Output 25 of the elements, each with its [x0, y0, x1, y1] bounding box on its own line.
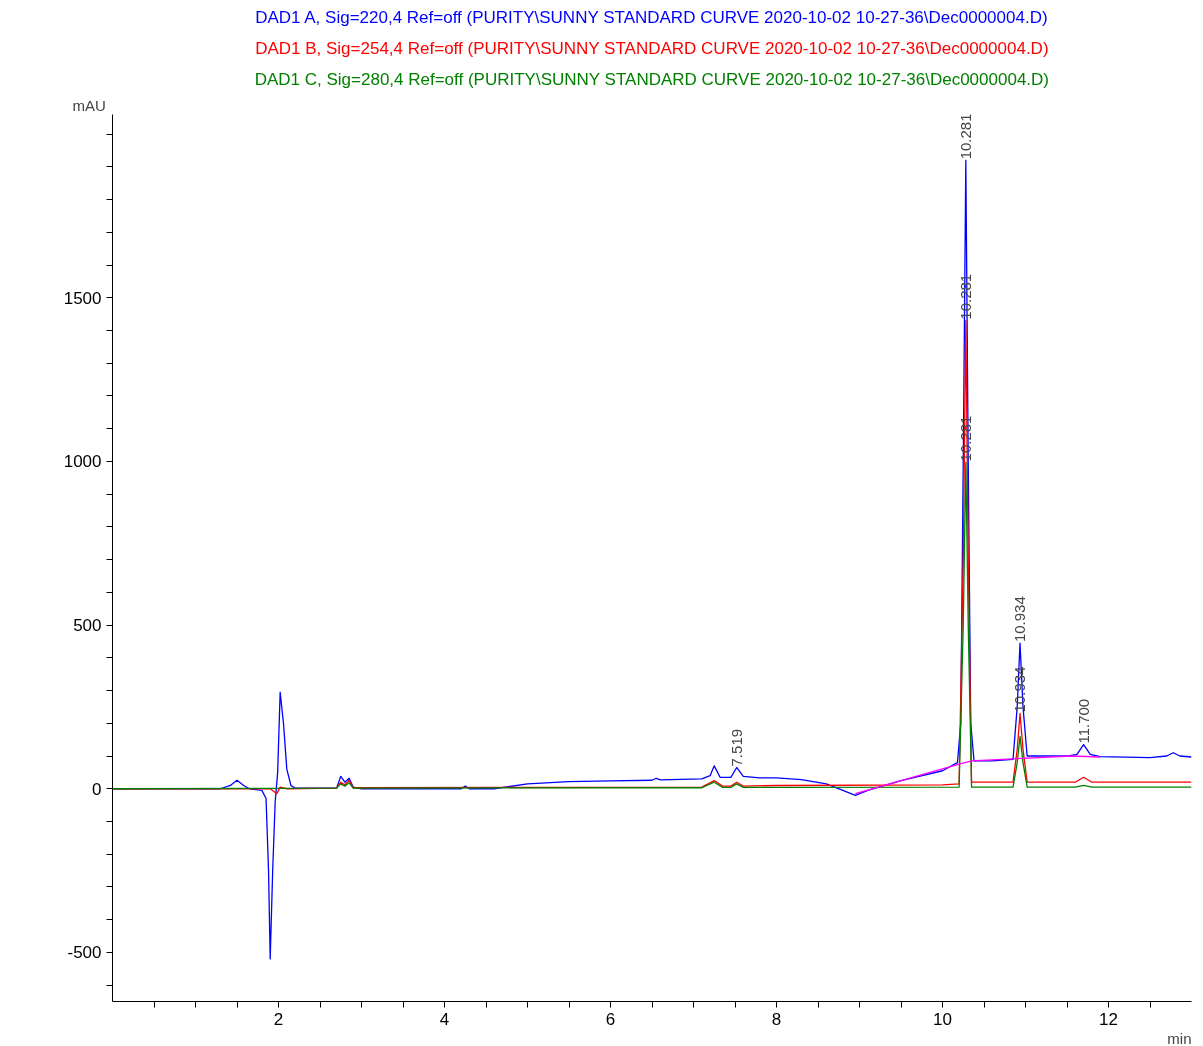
line-series: [112, 461, 1192, 790]
annotation: 10.934: [1011, 596, 1029, 643]
line-series: [854, 755, 1101, 795]
x-tick-label: 2: [273, 1009, 284, 1029]
x-tick-label: 10: [933, 1009, 952, 1029]
text: DAD1 B, Sig=254,4 Ref=off (PURITY\SUNNY STANDARD CURVE 2020-10-02 10-27-36\Dec0000004.D): [255, 38, 1049, 58]
text: DAD1 C, Sig=280,4 Ref=off (PURITY\SUNNY STANDARD CURVE 2020-10-02 10-27-36\Dec0000004.D): [254, 69, 1050, 89]
x-tick-label: 4: [439, 1009, 450, 1029]
x-tick-label: 12: [1099, 1009, 1118, 1029]
y-tick-label: 0: [92, 779, 102, 799]
annotation: 7.519: [727, 728, 745, 767]
y-axis-title: mAU: [72, 96, 106, 114]
x-tick-label: 6: [605, 1009, 616, 1029]
annotation: 11.700: [1074, 698, 1092, 744]
annotation: 10.934: [1011, 666, 1029, 713]
text: DAD1 A, Sig=220,4 Ref=off (PURITY\SUNNY STANDARD CURVE 2020-10-02 10-27-36\Dec0000004.D): [255, 7, 1048, 27]
y-tick-label: 1500: [63, 288, 102, 308]
y-tick-label: 500: [73, 616, 102, 636]
annotation: 10.281: [956, 113, 974, 160]
y-tick-label: 1000: [63, 452, 102, 472]
x-axis-title: min: [1167, 1029, 1192, 1046]
x-tick-label: 8: [771, 1009, 782, 1029]
y-tick-label: -500: [67, 943, 102, 963]
annotation: 10.281: [956, 415, 974, 462]
annotation: 10.281: [956, 273, 974, 320]
